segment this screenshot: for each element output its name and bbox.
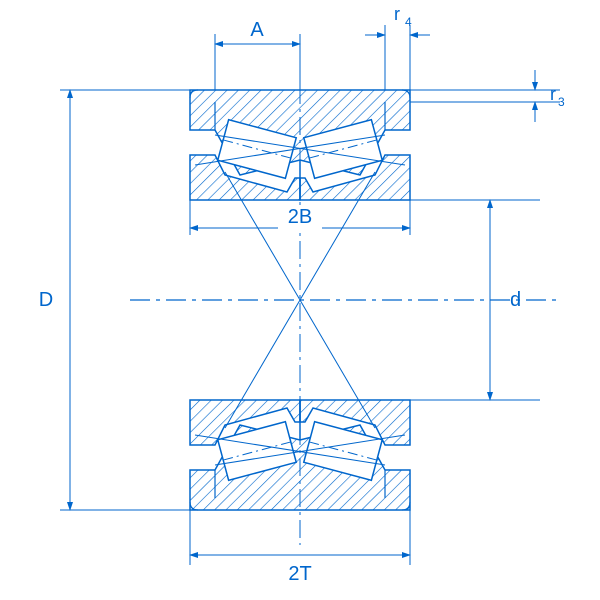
label-D: D <box>39 289 53 311</box>
label-2T: 2T <box>288 563 311 585</box>
label-d: d <box>510 289 521 311</box>
dimension-2B: 2B <box>190 200 410 235</box>
dimension-A: A <box>215 19 300 90</box>
dimension-r3: r 3 <box>410 70 565 122</box>
label-A: A <box>250 19 264 41</box>
label-2B: 2B <box>288 206 312 228</box>
svg-text:3: 3 <box>558 95 565 109</box>
label-r3: r <box>550 84 556 104</box>
bearing-diagram: D d 2T A r 4 r 3 <box>0 0 600 600</box>
dimension-r4: r 4 <box>365 4 430 90</box>
svg-text:4: 4 <box>405 15 412 29</box>
label-r4: r <box>394 4 400 24</box>
